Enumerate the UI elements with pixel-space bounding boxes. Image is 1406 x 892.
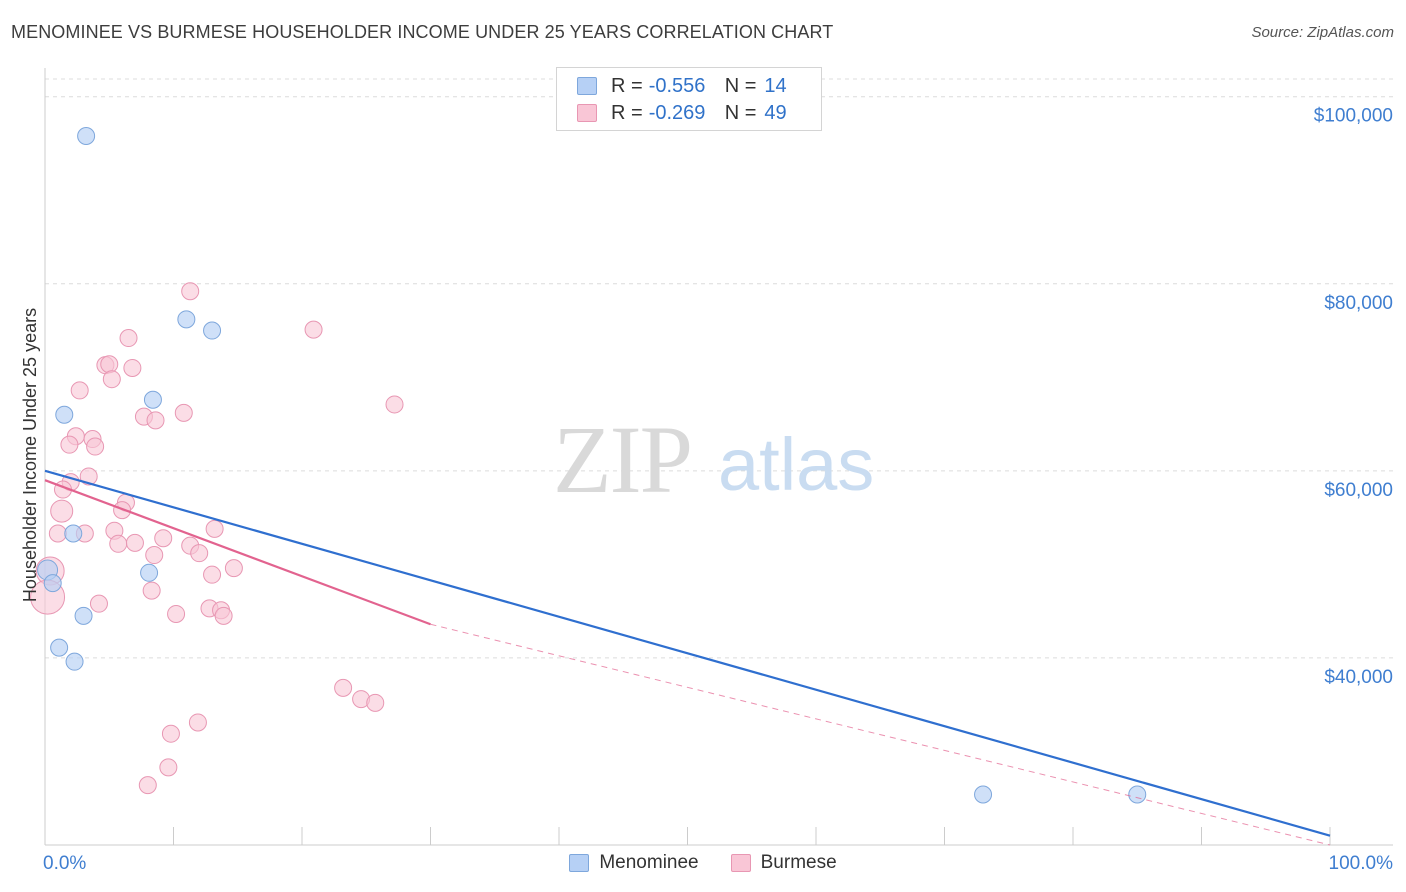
burmese-point [167,604,186,623]
burmese-swatch [577,104,597,122]
axis-labels: $40,000 $60,000 $80,000 $100,000 0.0% 100.0% H… [20,106,1393,874]
legend-r-label: R = [611,101,643,124]
legend-r-label: R = [611,74,643,97]
legend-row-burmese: R = -0.269 N = 49 [577,101,787,125]
watermark: ZIP atlas [553,406,874,513]
burmese-point [146,411,165,430]
burmese-point [214,606,233,625]
menominee-points [37,126,1147,804]
menominee-point [43,574,62,593]
chart-title: MENOMINEE VS BURMESE HOUSEHOLDER INCOME … [11,22,834,42]
legend-r-value-burmese: -0.269 [648,101,706,124]
correlation-legend: R = -0.556 N = 14 R = -0.269 N = 49 [556,67,822,131]
burmese-legend-swatch [730,854,751,872]
burmese-point [304,320,323,339]
legend-r-value-menominee: -0.556 [648,74,706,97]
legend-n-label: N = [724,74,757,97]
burmese-point [89,594,108,613]
burmese-point [70,381,89,400]
menominee-point [140,563,159,582]
menominee-point [74,606,93,625]
burmese-point [100,355,119,374]
burmese-point [138,776,157,795]
burmese-point [60,435,79,454]
y-tick-label: $40,000 [1324,667,1393,688]
burmese-point [159,758,178,777]
legend-n-value-menominee: 14 [764,74,787,97]
burmese-point [203,565,222,584]
burmese-point [102,370,121,389]
y-axis-label: Householder Income Under 25 years [20,308,40,602]
menominee-swatch [577,77,597,95]
menominee-point [143,390,162,409]
menominee-point [77,126,96,145]
menominee-trend-line [44,469,1331,837]
menominee-point [974,785,993,804]
burmese-point [86,437,105,456]
burmese-trend-line [44,479,431,626]
burmese-point [154,529,173,548]
burmese-point [119,329,138,348]
burmese-point [385,395,404,414]
watermark-zip: ZIP [553,406,691,513]
trend-lines [44,469,1331,846]
menominee-point [203,321,222,340]
series-legend-menominee: Menominee [569,852,699,874]
burmese-point [125,533,144,552]
burmese-trend-extension [430,623,1331,846]
burmese-point [79,467,98,486]
legend-row-menominee: R = -0.556 N = 14 [577,74,787,98]
burmese-point [123,358,142,377]
burmese-point [188,713,207,732]
burmese-point [174,403,193,422]
burmese-point [109,534,128,553]
legend-n-label: N = [724,101,757,124]
burmese-point [161,724,180,743]
x-tick-label-min: 0.0% [43,853,86,874]
menominee-point [65,652,84,671]
menominee-point [50,638,69,657]
menominee-point [55,405,74,424]
burmese-point [181,282,200,301]
burmese-points [30,282,404,795]
y-tick-label: $100,000 [1314,106,1393,127]
menominee-legend-swatch [569,854,590,872]
burmese-legend-label: Burmese [760,852,837,873]
burmese-point [224,559,243,578]
source-credit: Source: ZipAtlas.com [1251,24,1394,41]
menominee-point [177,310,196,329]
series-legend-burmese: Burmese [730,852,837,874]
series-legend: Menominee Burmese [0,852,1406,874]
y-tick-label: $80,000 [1324,293,1393,314]
x-tick-label-max: 100.0% [1329,853,1394,874]
axes [44,68,1393,846]
burmese-point [334,678,353,697]
menominee-legend-label: Menominee [599,852,699,873]
burmese-point [205,519,224,538]
menominee-point [64,524,83,543]
burmese-point [142,581,161,600]
menominee-point [1128,785,1147,804]
watermark-atlas: atlas [718,423,874,506]
burmese-point [145,546,164,565]
burmese-point [50,499,74,523]
burmese-point [366,693,385,712]
burmese-point [48,524,67,543]
y-tick-label: $60,000 [1324,480,1393,501]
legend-n-value-burmese: 49 [764,101,787,124]
burmese-point [190,544,209,563]
grid-lines [45,78,1393,659]
